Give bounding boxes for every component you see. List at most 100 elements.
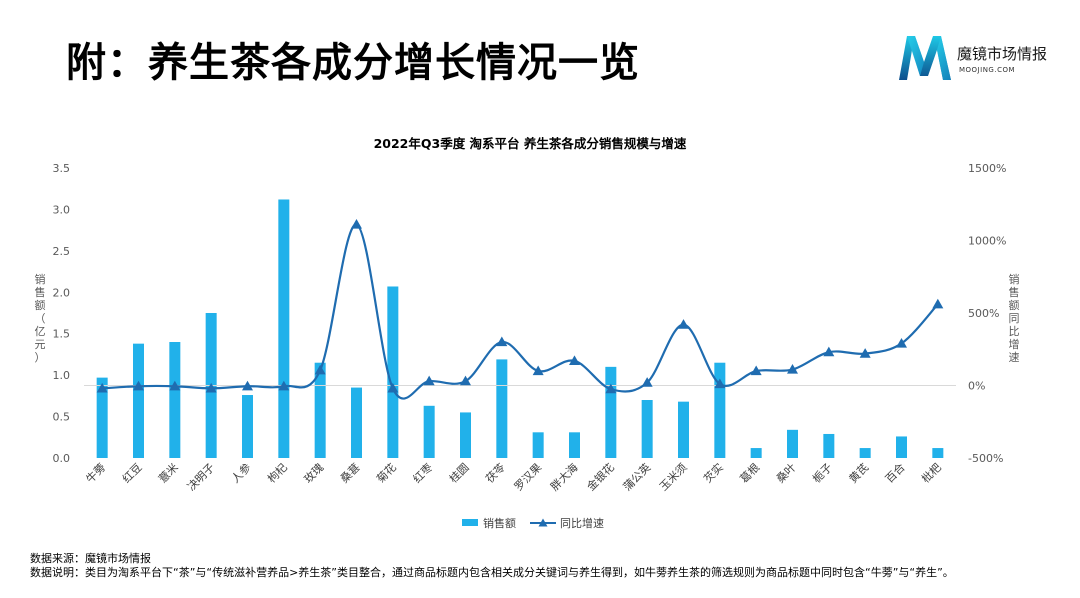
- category-label: 黄芪: [846, 460, 871, 485]
- category-label: 枸杞: [264, 460, 289, 485]
- bar: [896, 436, 907, 458]
- left-axis-label-text: 销售额（亿元）: [35, 272, 46, 364]
- data-note: 数据说明：类目为淘系平台下“茶”与“传统滋补营养品>养生茶”类目整合，通过商品标…: [30, 566, 954, 579]
- left-tick-label: 1.0: [53, 369, 71, 382]
- growth-marker: [496, 336, 508, 347]
- chart-title: 2022年Q3季度 淘系平台 养生茶各成分销售规模与增速: [374, 136, 687, 151]
- logo-name: 魔镜市场情报: [957, 45, 1048, 63]
- bar: [605, 366, 617, 458]
- category-label: 百合: [882, 460, 907, 485]
- left-axis-label: 销售额（亿元）: [35, 272, 46, 364]
- legend-line-marker: [538, 518, 548, 527]
- growth-marker: [823, 346, 835, 357]
- bar: [242, 395, 253, 458]
- category-label: 蒲公英: [620, 460, 653, 493]
- growth-marker: [169, 380, 181, 391]
- left-tick-label: 2.5: [53, 245, 71, 258]
- chart: 2022年Q3季度 淘系平台 养生茶各成分销售规模与增速 0.0 0.5 1.0 1.…: [35, 136, 1020, 530]
- right-tick-label: 1000%: [968, 235, 1006, 248]
- left-tick-label: 2.0: [53, 286, 71, 299]
- category-label: 桂圆: [446, 460, 471, 485]
- category-label: 红枣: [411, 461, 436, 486]
- growth-marker: [605, 383, 617, 394]
- bar: [169, 342, 181, 458]
- category-label: 芡实: [700, 460, 725, 485]
- category-label: 玉米须: [657, 461, 690, 494]
- growth-marker: [641, 377, 653, 387]
- legend: 销售额 同比增速: [462, 516, 604, 530]
- bar: [387, 286, 399, 458]
- right-axis: -500% 0% 500% 1000% 1500%: [968, 162, 1006, 465]
- category-label: 栀子: [809, 460, 834, 485]
- bar: [314, 362, 326, 458]
- growth-marker: [787, 364, 798, 374]
- category-label: 金银花: [584, 460, 617, 493]
- page-title: 附：养生茶各成分增长情况一览: [66, 40, 640, 86]
- bar-series: [96, 199, 944, 458]
- growth-marker: [896, 337, 907, 348]
- left-tick-label: 0.5: [53, 411, 71, 424]
- growth-marker: [278, 380, 290, 391]
- bar: [278, 199, 290, 458]
- data-source: 数据来源：魔镜市场情报: [30, 552, 151, 565]
- bar: [133, 343, 144, 458]
- bar: [932, 448, 944, 458]
- growth-marker: [351, 219, 362, 229]
- growth-marker: [96, 382, 108, 393]
- left-tick-label: 3.5: [53, 162, 71, 175]
- footer-notes: 数据来源：魔镜市场情报 数据说明：类目为淘系平台下“茶”与“传统滋补营养品>养生…: [30, 552, 954, 580]
- growth-marker: [750, 365, 762, 376]
- category-label: 红豆: [120, 461, 145, 486]
- category-label: 桑叶: [774, 461, 799, 486]
- right-tick-label: -500%: [968, 452, 1003, 465]
- bar: [532, 432, 544, 458]
- bar: [859, 448, 871, 458]
- line-series: [96, 219, 944, 400]
- growth-marker: [932, 298, 944, 309]
- category-label: 薏米: [156, 461, 181, 486]
- category-label: 牛蒡: [83, 460, 108, 485]
- bar: [678, 401, 689, 458]
- moojing-m-icon: [899, 36, 951, 80]
- growth-marker: [133, 380, 144, 391]
- bar: [750, 448, 762, 458]
- category-label: 玫瑰: [301, 460, 326, 485]
- bar: [641, 400, 653, 458]
- growth-line: [102, 223, 939, 400]
- left-tick-label: 3.0: [53, 203, 71, 216]
- category-label: 罗汉果: [512, 461, 545, 494]
- left-tick-label: 0.0: [53, 452, 71, 465]
- right-tick-label: 1500%: [968, 162, 1006, 175]
- category-label: 葛根: [737, 460, 762, 485]
- right-axis-label: 销售额同比增速: [1009, 272, 1020, 364]
- growth-marker: [205, 382, 217, 393]
- legend-bar-label: 销售额: [483, 516, 516, 530]
- growth-marker: [242, 380, 253, 391]
- right-tick-label: 0%: [968, 380, 985, 393]
- bar: [496, 359, 508, 458]
- category-label: 人参: [228, 460, 253, 485]
- bar: [96, 377, 108, 458]
- category-label: 桑葚: [338, 461, 363, 486]
- left-axis: 0.0 0.5 1.0 1.5 2.0 2.5 3.0 3.5: [53, 162, 71, 465]
- x-axis-labels: 牛蒡 红豆 薏米 决明子 人参 枸杞 玫瑰 桑葚 菊花 红枣 桂圆 茯苓 罗汉果 胖大海 金银花 蒲公英 玉米须…: [83, 460, 944, 493]
- bar: [460, 412, 471, 458]
- growth-marker: [678, 319, 689, 329]
- bar: [351, 387, 362, 458]
- legend-line-label: 同比增速: [560, 516, 604, 530]
- left-tick-label: 1.5: [53, 328, 71, 341]
- bar: [787, 429, 798, 458]
- logo-url: MOOJING.COM: [959, 66, 1016, 74]
- growth-marker: [423, 375, 435, 386]
- category-label: 胖大海: [547, 460, 580, 493]
- growth-marker: [460, 375, 471, 386]
- growth-marker: [314, 364, 326, 375]
- category-label: 菊花: [374, 461, 399, 486]
- category-label: 决明子: [185, 461, 218, 494]
- legend-bar-swatch: [462, 519, 478, 526]
- right-tick-label: 500%: [968, 307, 999, 320]
- growth-marker: [714, 378, 726, 389]
- bar: [714, 362, 726, 458]
- category-label: 枇杷: [918, 460, 943, 485]
- bar: [569, 432, 580, 458]
